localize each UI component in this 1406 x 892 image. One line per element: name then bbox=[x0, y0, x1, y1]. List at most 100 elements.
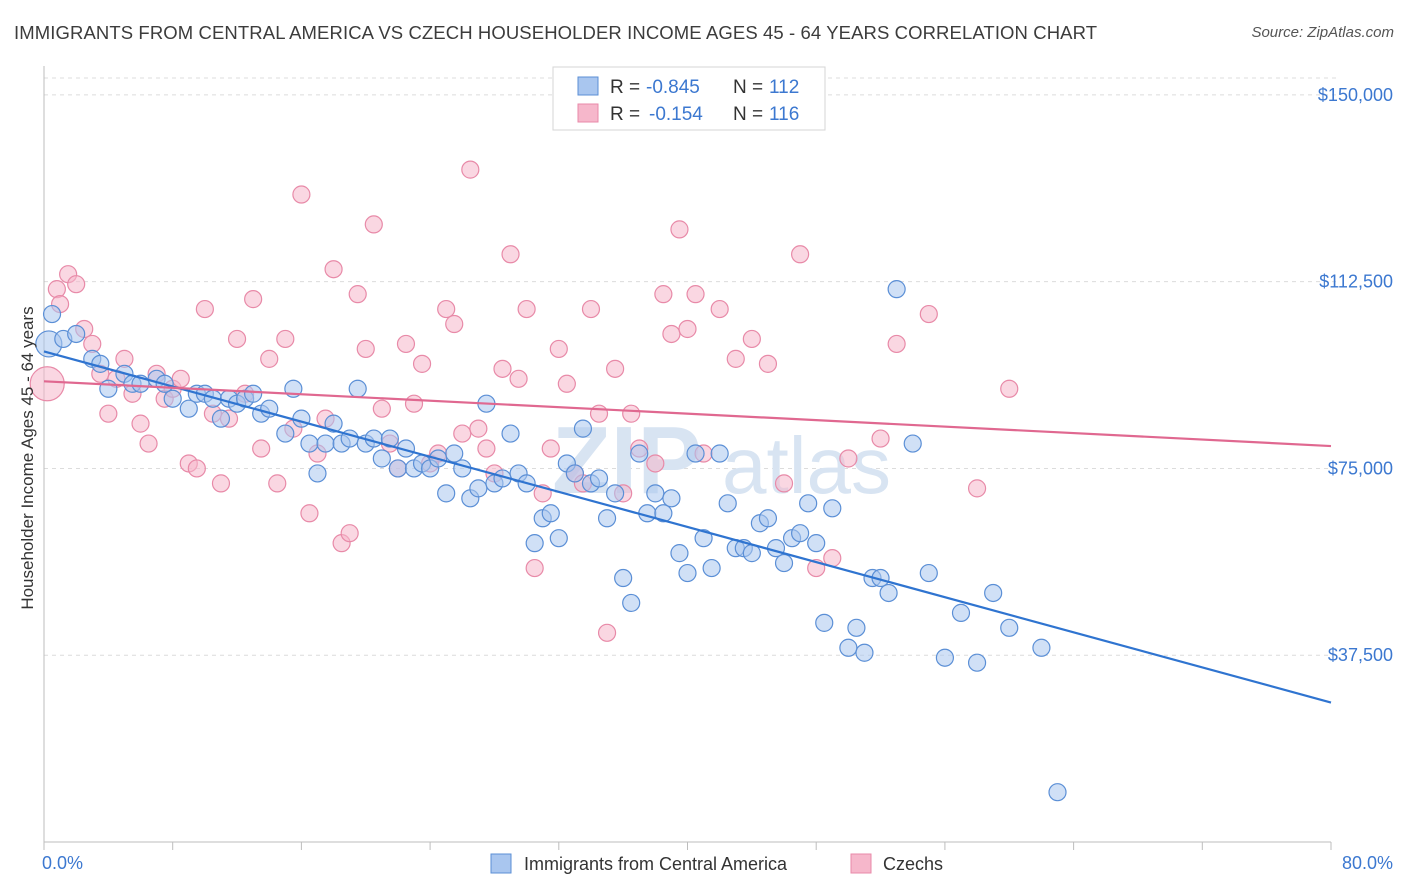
point-central-america bbox=[437, 484, 456, 503]
stats-legend: R = -0.845 N = 112 R = -0.154 N = 116 bbox=[552, 66, 826, 131]
point-central-america bbox=[549, 529, 568, 548]
point-czechs bbox=[967, 479, 987, 498]
point-central-america bbox=[774, 553, 794, 573]
trend-line-czechs bbox=[43, 380, 1332, 448]
point-czechs bbox=[919, 304, 938, 324]
point-czechs bbox=[437, 299, 456, 319]
point-czechs bbox=[742, 329, 761, 349]
point-czechs bbox=[670, 220, 689, 239]
point-czechs bbox=[99, 404, 118, 423]
point-central-america bbox=[445, 444, 464, 463]
point-central-america bbox=[541, 504, 560, 523]
point-central-america bbox=[380, 429, 399, 448]
point-central-america bbox=[606, 484, 625, 503]
point-czechs bbox=[364, 215, 383, 234]
point-central-america bbox=[276, 424, 295, 443]
point-central-america bbox=[589, 469, 609, 488]
point-czechs bbox=[774, 474, 794, 493]
point-central-america bbox=[324, 414, 343, 433]
point-central-america bbox=[348, 379, 367, 398]
labels-layer: $37,500 $75,000 $112,500 $150,000 0.0% 80.0% H… bbox=[18, 85, 1393, 873]
point-czechs bbox=[1000, 379, 1019, 398]
axes-layer bbox=[43, 66, 1332, 850]
point-central-america bbox=[766, 539, 786, 558]
legend-n-value-2: 116 bbox=[769, 104, 799, 125]
point-czechs bbox=[549, 339, 568, 359]
point-central-america bbox=[686, 444, 705, 463]
point-central-america bbox=[654, 504, 673, 523]
point-central-america bbox=[903, 434, 922, 453]
point-czechs bbox=[710, 299, 729, 319]
point-central-america bbox=[67, 324, 86, 344]
point-czechs bbox=[300, 504, 319, 523]
point-czechs bbox=[678, 319, 697, 339]
point-czechs bbox=[445, 314, 464, 334]
point-central-america bbox=[1000, 618, 1019, 637]
point-central-america bbox=[967, 653, 987, 672]
point-central-america bbox=[815, 613, 834, 632]
point-central-america bbox=[847, 618, 866, 637]
point-czechs bbox=[517, 299, 536, 319]
point-czechs bbox=[211, 474, 231, 493]
legend-r-label-1: R = bbox=[610, 77, 640, 98]
point-central-america bbox=[565, 464, 584, 483]
point-czechs bbox=[654, 285, 673, 304]
point-czechs bbox=[493, 359, 512, 378]
legend-r-label-2: R = bbox=[610, 104, 640, 125]
point-czechs bbox=[348, 285, 367, 304]
chart-title: IMMIGRANTS FROM CENTRAL AMERICA VS CZECH… bbox=[14, 22, 1098, 43]
point-central-america bbox=[839, 638, 858, 657]
point-central-america bbox=[758, 509, 778, 528]
point-czechs bbox=[171, 369, 190, 388]
point-central-america bbox=[807, 534, 826, 553]
point-czechs bbox=[195, 299, 214, 319]
point-central-america bbox=[388, 459, 408, 478]
point-central-america bbox=[372, 449, 391, 468]
series-legend-label-1: Immigrants from Central America bbox=[524, 854, 788, 874]
point-czechs bbox=[541, 439, 560, 458]
y-axis-title: Householder Income Ages 45 - 64 years bbox=[18, 306, 37, 609]
point-central-america bbox=[501, 424, 520, 443]
point-czechs bbox=[292, 185, 311, 204]
point-central-america bbox=[919, 563, 938, 583]
point-czechs bbox=[244, 290, 263, 309]
point-czechs bbox=[340, 524, 359, 543]
point-central-america bbox=[364, 429, 383, 448]
point-czechs bbox=[557, 374, 576, 393]
point-czechs bbox=[589, 404, 609, 423]
legend-n-label-2: N = bbox=[733, 104, 763, 125]
point-central-america bbox=[163, 389, 182, 408]
point-central-america bbox=[791, 524, 810, 543]
y-tick-label: $37,500 bbox=[1328, 645, 1393, 665]
point-central-america bbox=[887, 280, 906, 299]
points-layer bbox=[29, 160, 1067, 802]
point-central-america bbox=[300, 434, 319, 453]
legend-swatch-pink bbox=[577, 103, 599, 123]
point-central-america bbox=[99, 379, 118, 398]
point-czechs bbox=[469, 419, 488, 438]
point-czechs bbox=[139, 434, 158, 453]
x-tick-label-max: 80.0% bbox=[1342, 853, 1393, 873]
point-czechs bbox=[131, 414, 150, 433]
point-central-america bbox=[244, 384, 263, 403]
point-central-america bbox=[469, 479, 488, 498]
point-czechs bbox=[67, 275, 86, 294]
legend-r-value-1: -0.845 bbox=[646, 77, 700, 98]
point-central-america bbox=[525, 534, 544, 553]
point-czechs bbox=[396, 334, 416, 354]
y-tick-label: $75,000 bbox=[1328, 458, 1393, 478]
point-czechs bbox=[29, 366, 65, 402]
point-czechs bbox=[887, 334, 906, 354]
point-central-america bbox=[718, 494, 737, 513]
point-central-america bbox=[678, 563, 697, 583]
point-central-america bbox=[573, 419, 593, 438]
point-czechs bbox=[839, 449, 858, 468]
point-czechs bbox=[453, 424, 472, 443]
chart-source: Source: ZipAtlas.com bbox=[1251, 24, 1394, 41]
point-czechs bbox=[252, 439, 271, 458]
legend-swatch-blue bbox=[577, 76, 599, 96]
point-czechs bbox=[276, 329, 295, 349]
series-legend-swatch-blue bbox=[490, 853, 512, 874]
